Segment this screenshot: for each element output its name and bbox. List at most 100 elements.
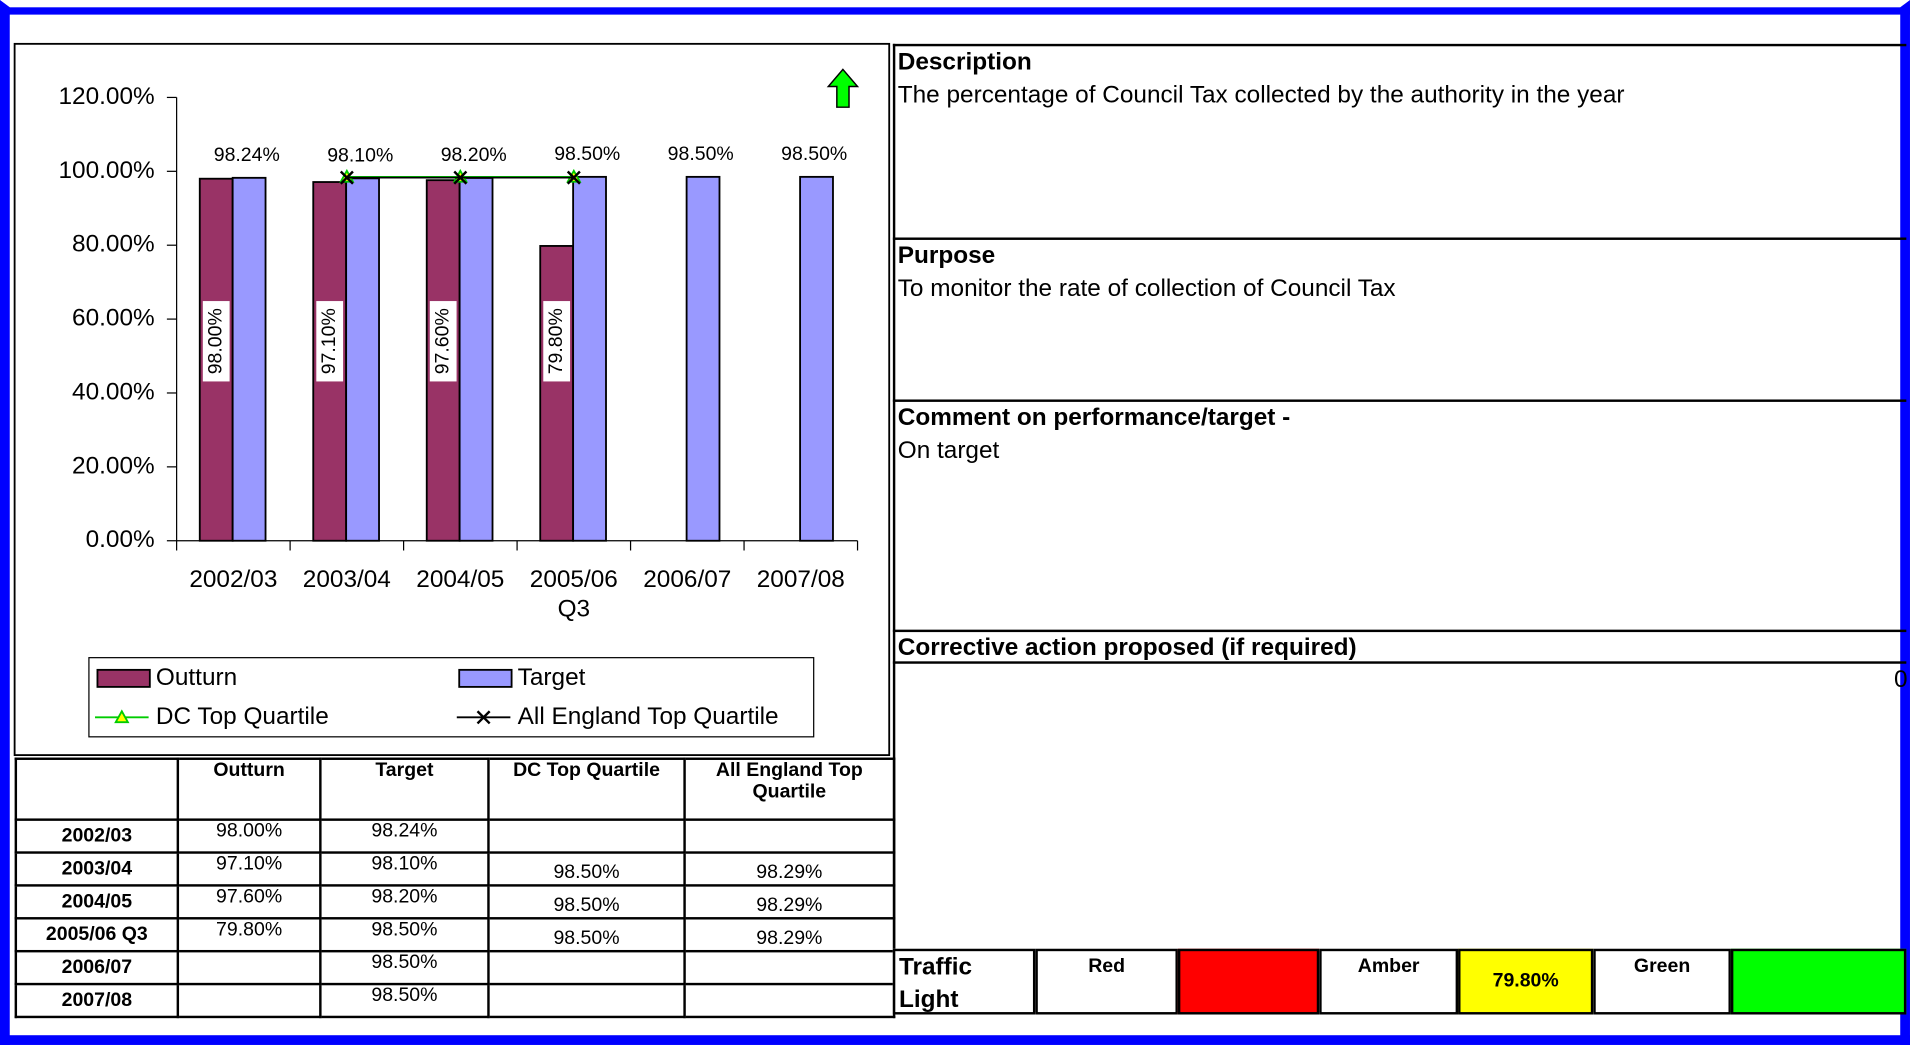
table-cell: 98.50% [487, 884, 686, 920]
section-heading: Comment on performance/target - [897, 404, 1291, 432]
traffic-cell: Red [1035, 948, 1178, 1015]
header-cell: All England Top Quartile [683, 757, 896, 821]
data-table: Outturn Target DC Top Quartile All England … [14, 757, 896, 1019]
table-cell: 98.29% [683, 851, 896, 887]
traffic-cell [1730, 948, 1907, 1015]
table-cell: 98.10% [319, 851, 490, 887]
header-cell: Target [319, 757, 490, 821]
bar [231, 176, 267, 542]
bar [799, 175, 834, 542]
table-cell [176, 949, 322, 986]
value-label: 98.50% [781, 143, 847, 165]
value-label: 98.20% [441, 144, 507, 166]
traffic-cell: 79.80% [1458, 948, 1594, 1015]
table-cell [487, 818, 686, 854]
table-cell: 98.50% [487, 851, 686, 887]
bar [345, 177, 380, 542]
traffic-cell [1177, 948, 1320, 1015]
legend-swatch [458, 668, 513, 688]
x-tick-label-box: 2005/06 Q3 [529, 566, 618, 623]
header-cell: DC Top Quartile [487, 757, 686, 821]
row-label: 2003/04 [14, 851, 180, 887]
value-label: 98.10% [327, 145, 393, 167]
row-label: 2007/08 [14, 982, 180, 1019]
table-cell [176, 982, 322, 1019]
table-cell: 97.10% [176, 851, 322, 887]
table-row: 2005/06 Q3 79.80% 98.50% 98.50% 98.29% [14, 917, 896, 953]
x-tick-label-box: 2006/07 [643, 566, 732, 594]
table-cell: 98.50% [319, 982, 490, 1019]
legend-marker [476, 710, 491, 725]
table-cell: 79.80% [176, 917, 322, 953]
row-label: 2006/07 [14, 949, 180, 986]
bar [572, 175, 607, 542]
table-cell [487, 982, 686, 1019]
y-tick-label: 120.00% [59, 83, 155, 110]
x-tick-label: 2005/06 Q3 [529, 566, 618, 623]
trend-arrow [826, 68, 860, 108]
y-tick-label: 40.00% [72, 378, 155, 405]
row-label: 2002/03 [14, 818, 180, 854]
table-cell: 98.29% [683, 917, 896, 953]
bar [685, 175, 721, 542]
table-cell: 98.20% [319, 884, 490, 920]
x-tick-label: 2006/07 [643, 566, 732, 594]
table-row: 2003/04 97.10% 98.10% 98.50% 98.29% [14, 851, 896, 887]
traffic-cell: Amber [1319, 948, 1459, 1015]
table-cell: 97.60% [176, 884, 322, 920]
value-label-bg [543, 301, 571, 382]
line-marker [339, 170, 354, 185]
value-label: 98.50% [554, 143, 620, 165]
y-tick-label: 60.00% [72, 305, 155, 332]
legend-label: All England Top Quartile [518, 703, 779, 730]
y-tick-label: 0.00% [86, 526, 155, 553]
x-tick-label: 2003/04 [302, 566, 391, 594]
x-tick-label: 2004/05 [416, 566, 505, 594]
table-row: 2004/05 97.60% 98.20% 98.50% 98.29% [14, 884, 896, 920]
table-cell: 98.29% [683, 884, 896, 920]
panel-border [892, 43, 1906, 1015]
section: Purpose To monitor the rate of collection… [892, 237, 1907, 399]
bar [539, 245, 575, 542]
table-row: 2006/07 98.50% [14, 949, 896, 986]
legend-swatch [96, 668, 151, 688]
section-heading: Description [897, 48, 1032, 76]
traffic-cell: Green [1593, 948, 1731, 1015]
header-row: Outturn Target DC Top Quartile All England … [14, 757, 896, 821]
table-row: 2002/03 98.00% 98.24% [14, 818, 896, 854]
row-label: 2004/05 [14, 884, 180, 920]
value-label: 79.80% [545, 308, 567, 374]
section-text: 0 [1893, 666, 1908, 693]
frame-top [0, 7, 1910, 15]
section: Comment on performance/target - On target [892, 399, 1907, 629]
value-label: 98.24% [214, 144, 280, 166]
value-label: 98.50% [668, 143, 734, 165]
x-tick-label: 2002/03 [189, 566, 278, 594]
table-cell: 98.50% [487, 917, 686, 953]
header-cell [14, 757, 180, 821]
section: Corrective action proposed (if required) [892, 629, 1907, 664]
table-cell [683, 818, 896, 854]
table-cell [487, 949, 686, 986]
section-heading: Purpose [897, 242, 996, 270]
value-label: 97.10% [318, 308, 340, 374]
value-label-bg [316, 301, 344, 382]
row-label: 2005/06 Q3 [14, 917, 180, 953]
table-cell: 98.50% [319, 949, 490, 986]
table-row: 2007/08 98.50% [14, 982, 896, 1019]
legend-marker [114, 709, 130, 724]
value-label: 97.60% [431, 308, 453, 374]
section: Description The percentage of Council Tax… [892, 43, 1907, 238]
table-cell: 98.24% [319, 818, 490, 854]
traffic-cell: Traffic Light [892, 948, 1036, 1015]
value-label: 98.00% [204, 308, 226, 374]
line-marker [453, 170, 468, 185]
legend-box [88, 657, 815, 738]
x-tick-label-box: 2002/03 [189, 566, 278, 594]
section-text: To monitor the rate of collection of Cou… [897, 275, 1396, 303]
legend-label: Outturn [156, 664, 237, 691]
